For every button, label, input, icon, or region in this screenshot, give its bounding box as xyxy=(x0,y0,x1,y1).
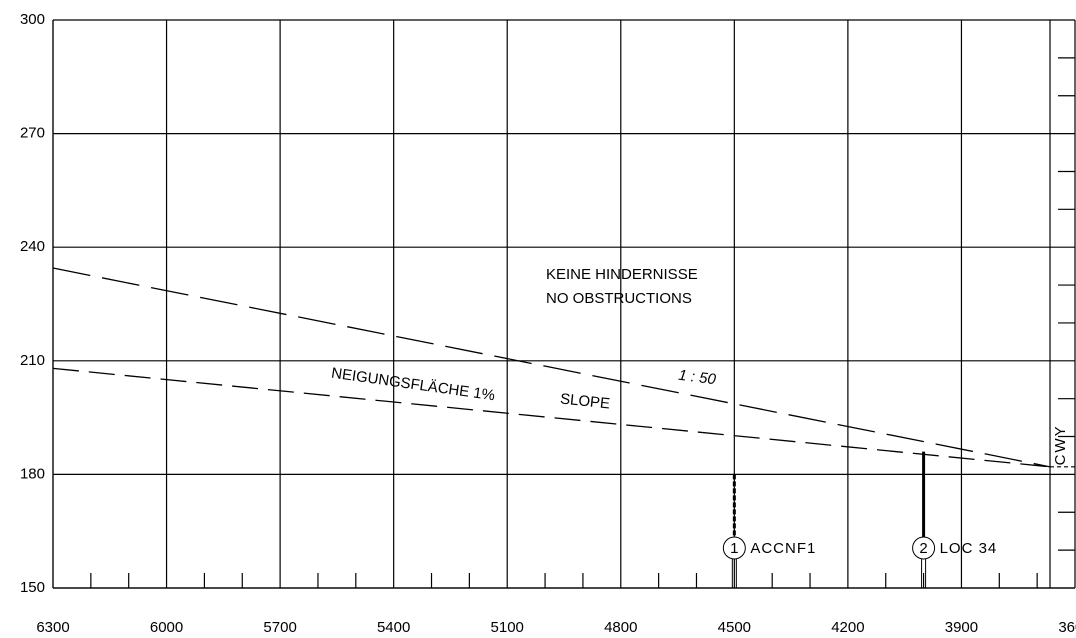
x-tick-label: 4800 xyxy=(604,619,637,636)
surface-line xyxy=(52,367,1051,468)
x-tick-label: 6000 xyxy=(150,619,183,636)
slope-ratio-label: 1 : 50 xyxy=(677,367,717,389)
slope-label: SLOPE xyxy=(559,390,611,412)
x-tick-label: 4200 xyxy=(831,619,864,636)
surface-line xyxy=(52,267,1051,468)
y-tick-label: 180 xyxy=(20,465,45,482)
x-tick-label: 5700 xyxy=(263,619,296,636)
obstacle-number: 1 xyxy=(730,540,738,557)
obstacle-marker xyxy=(722,536,746,560)
x-tick-label: 4500 xyxy=(718,619,751,636)
obstacle-marker xyxy=(912,536,936,560)
x-tick-label: 5100 xyxy=(491,619,524,636)
obstacle-number: 2 xyxy=(919,540,927,557)
y-tick-label: 150 xyxy=(20,579,45,596)
x-tick-label: 3600 xyxy=(1058,619,1076,636)
y-tick-label: 240 xyxy=(20,238,45,255)
obstacle-name: LOC 34 xyxy=(940,540,998,557)
annotation: NO OBSTRUCTIONS xyxy=(546,290,692,307)
clearway-label: CWY xyxy=(1052,424,1069,465)
x-tick-label: 6300 xyxy=(36,619,69,636)
y-tick-label: 270 xyxy=(20,125,45,142)
x-tick-label: 3900 xyxy=(945,619,978,636)
y-tick-label: 300 xyxy=(20,11,45,28)
y-tick-label: 210 xyxy=(20,352,45,369)
obstacle-name: ACCNF1 xyxy=(750,540,816,557)
x-tick-label: 5400 xyxy=(377,619,410,636)
annotation: KEINE HINDERNISSE xyxy=(546,266,698,283)
